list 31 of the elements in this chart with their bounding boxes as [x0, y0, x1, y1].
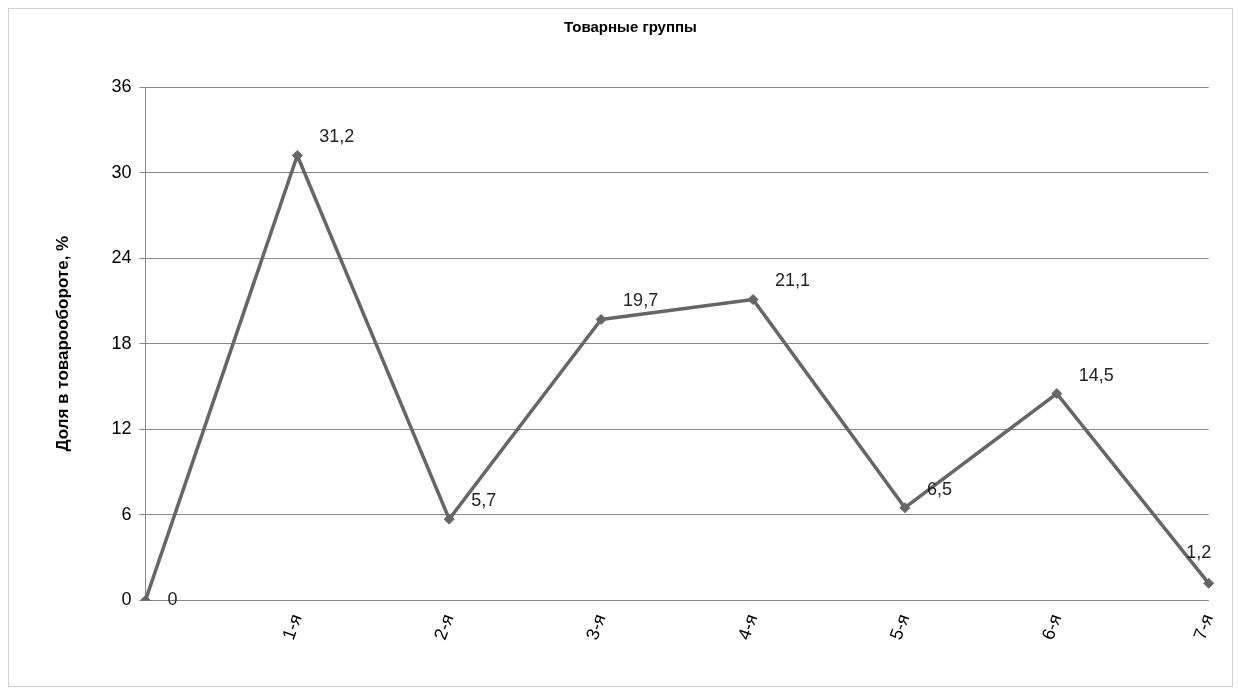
y-tick-label: 30: [111, 161, 132, 182]
chart-title: Товарные группы: [564, 18, 697, 36]
data-label: 0: [167, 589, 178, 610]
y-tick-label: 6: [121, 503, 132, 524]
x-tick-label: 2-я: [430, 611, 458, 643]
y-tick-label: 18: [111, 332, 132, 353]
y-tick-label: 24: [111, 247, 132, 268]
x-tick-label: 4-я: [733, 611, 762, 643]
y-axis-title: Доля в товарообороте, %: [52, 235, 72, 452]
x-tick-label: 3-я: [581, 611, 610, 643]
data-label: 14,5: [1078, 364, 1114, 385]
point: [595, 313, 607, 325]
data-label: 21,1: [775, 270, 811, 291]
point: [747, 294, 759, 305]
point: [291, 149, 303, 161]
y-tick-label: 0: [121, 589, 132, 610]
x-tick-label: 6-я: [1037, 611, 1066, 643]
point: [1203, 577, 1215, 589]
point: [1051, 388, 1063, 400]
y-tick-label: 12: [111, 418, 132, 439]
data-label: 6,5: [926, 478, 952, 499]
point: [443, 513, 455, 525]
data-label: 1,2: [1186, 542, 1212, 563]
x-tick-label: 5-я: [885, 611, 914, 643]
x-tick-label: 1-я: [278, 611, 306, 643]
data-label: 5,7: [471, 490, 497, 511]
data-label: 31,2: [319, 126, 355, 147]
x-tick-label: 7-я: [1189, 611, 1218, 643]
data-label: 19,7: [623, 290, 659, 311]
y-tick-label: 36: [111, 75, 132, 96]
point: [899, 502, 911, 514]
